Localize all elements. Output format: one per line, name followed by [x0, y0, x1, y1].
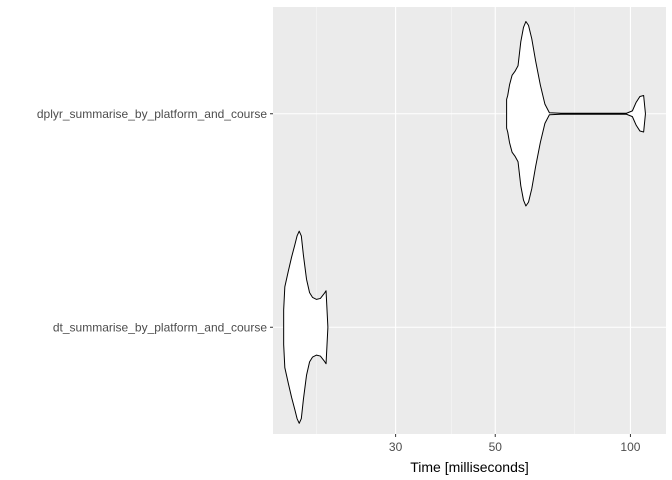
y-tick-label: dplyr_summarise_by_platform_and_course [37, 107, 267, 121]
y-axis: dt_summarise_by_platform_and_course dplyr… [37, 107, 273, 334]
plot-panel [273, 7, 666, 434]
x-tick-label: 30 [389, 440, 403, 454]
y-tick-label: dt_summarise_by_platform_and_course [53, 320, 267, 334]
violin-dt_summarise_by_platform_and_course [283, 230, 329, 424]
violins-layer [283, 21, 646, 424]
x-axis: 30 50 100 [389, 434, 641, 454]
grid-major-lines [273, 7, 666, 434]
x-axis-title: Time [milliseconds] [410, 459, 529, 475]
x-tick-label: 50 [489, 440, 503, 454]
violin-dplyr_summarise_by_platform_and_course [506, 21, 646, 207]
x-tick-label: 100 [620, 440, 640, 454]
grid-minor-lines [316, 7, 575, 434]
